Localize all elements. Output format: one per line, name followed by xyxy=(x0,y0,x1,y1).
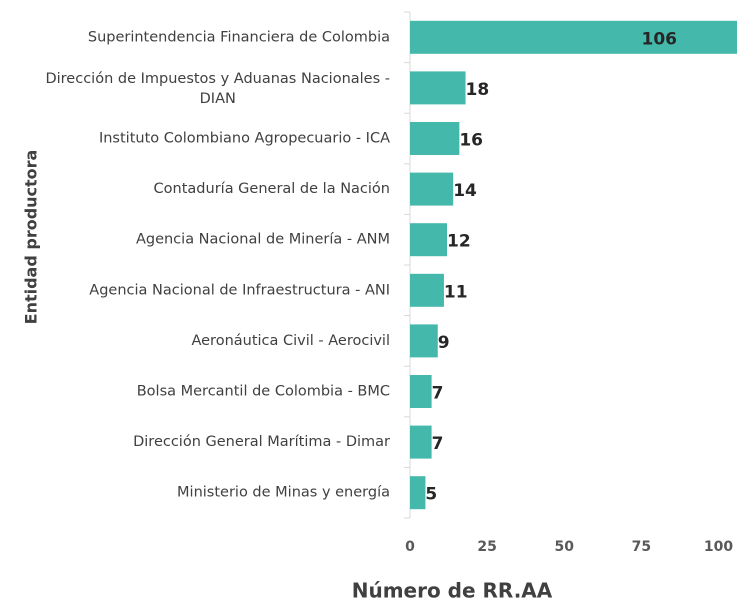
data-label: 11 xyxy=(444,282,468,302)
bar xyxy=(410,172,454,206)
bar xyxy=(410,20,737,54)
x-axis-title: Número de RR.AA xyxy=(352,579,553,601)
data-label: 7 xyxy=(432,434,444,454)
x-tick-label: 50 xyxy=(555,539,575,555)
data-label: 5 xyxy=(425,485,437,505)
data-label: 14 xyxy=(453,181,477,201)
category-label: Instituto Colombiano Agropecuario - ICA xyxy=(99,131,390,147)
x-tick-label: 100 xyxy=(704,539,733,555)
data-label: 106 xyxy=(642,29,678,49)
category-label: Bolsa Mercantil de Colombia - BMC xyxy=(137,384,390,400)
data-label: 16 xyxy=(459,131,483,151)
bar xyxy=(410,375,432,408)
category-label: Agencia Nacional de Minería - ANM xyxy=(136,232,390,248)
x-tick-label: 0 xyxy=(405,539,415,555)
data-label: 9 xyxy=(438,333,450,353)
bar xyxy=(410,122,460,155)
bar xyxy=(410,273,444,307)
bar xyxy=(410,476,426,510)
bar xyxy=(410,71,466,105)
category-label: Aeronáutica Civil - Aerocivil xyxy=(191,333,390,349)
category-label: Contaduría General de la Nación xyxy=(154,181,390,197)
category-label: Dirección de Impuestos y Aduanas Naciona… xyxy=(45,71,390,107)
bar xyxy=(410,425,432,459)
data-label: 12 xyxy=(447,232,471,252)
bar xyxy=(410,223,448,257)
bar xyxy=(410,324,438,358)
data-label: 7 xyxy=(432,384,444,404)
category-label: Agencia Nacional de Infraestructura - AN… xyxy=(89,282,390,298)
category-label: Ministerio de Minas y energía xyxy=(177,485,390,501)
x-tick-label: 75 xyxy=(632,539,651,555)
category-label: Dirección General Marítima - Dimar xyxy=(133,434,390,450)
y-axis-title: Entidad productora xyxy=(22,150,41,325)
category-label: Superintendencia Financiera de Colombia xyxy=(88,29,390,45)
data-label: 18 xyxy=(466,80,490,100)
x-tick-label: 25 xyxy=(477,539,496,555)
